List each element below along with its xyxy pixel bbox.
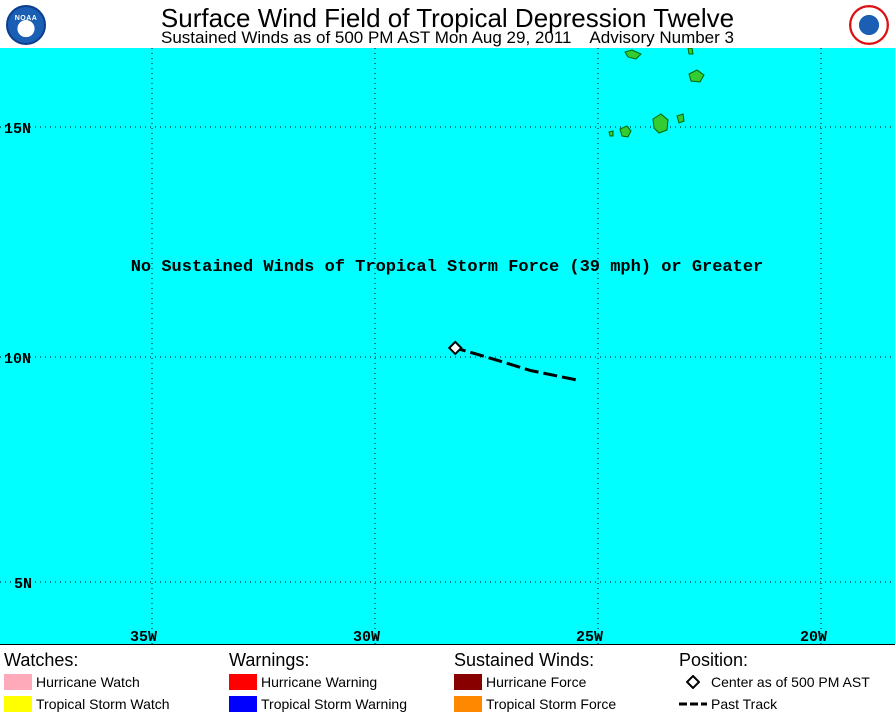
storm-center-marker: [447, 340, 463, 356]
legend-item: Hurricane Force: [454, 671, 616, 693]
tropical-storm-warning-swatch: [229, 696, 257, 712]
noaa-logo: NOAA: [6, 5, 46, 45]
legend-item: Tropical Storm Warning: [229, 693, 407, 715]
legend-item: Past Track: [679, 693, 870, 715]
lat-label: 15N: [4, 121, 31, 138]
legend-item: Tropical Storm Force: [454, 693, 616, 715]
legend-position: Position: Center as of 500 PM AST Past T…: [679, 649, 870, 715]
nws-logo: [849, 5, 889, 45]
legend-sustained-winds: Sustained Winds: Hurricane Force Tropica…: [454, 649, 616, 715]
dashed-line-icon: [679, 696, 707, 712]
legend-item-label: Hurricane Warning: [261, 674, 378, 690]
hurricane-watch-swatch: [4, 674, 32, 690]
map-area: 15N 10N 5N 35W 30W 25W 20W No Sustained …: [0, 48, 895, 644]
legend-item: Center as of 500 PM AST: [679, 671, 870, 693]
no-tropical-storm-winds-notice: No Sustained Winds of Tropical Storm For…: [131, 258, 764, 277]
past-track-line: [454, 346, 576, 382]
legend-warnings: Warnings: Hurricane Warning Tropical Sto…: [229, 649, 407, 715]
legend-item-label: Hurricane Watch: [36, 674, 140, 690]
lat-label: 10N: [4, 351, 31, 368]
diamond-icon: [679, 674, 707, 690]
legend-item-label: Tropical Storm Warning: [261, 696, 408, 712]
map-canvas: 15N 10N 5N 35W 30W 25W 20W No Sustained …: [0, 48, 895, 644]
legend-item-label: Past Track: [711, 696, 778, 712]
legend: Watches: Hurricane Watch Tropical Storm …: [0, 644, 895, 717]
legend-warnings-title: Warnings:: [229, 650, 310, 670]
island-santiago: [652, 113, 669, 134]
tropical-storm-watch-swatch: [4, 696, 32, 712]
island-boa-vista: [688, 69, 705, 83]
legend-item-label: Hurricane Force: [486, 674, 587, 690]
lat-label: 5N: [14, 576, 32, 593]
legend-winds-title: Sustained Winds:: [454, 650, 595, 670]
legend-item: Hurricane Watch: [4, 671, 170, 693]
noaa-logo-text: NOAA: [14, 15, 38, 22]
island-maio: [676, 113, 685, 124]
lon-label: 20W: [800, 629, 827, 644]
legend-item: Tropical Storm Watch: [4, 693, 170, 715]
header: NOAA Surface Wind Field of Tropical Depr…: [0, 0, 895, 48]
tropical-storm-force-swatch: [454, 696, 482, 712]
island-sao-nicolau: [687, 48, 694, 55]
legend-watches-title: Watches:: [4, 650, 79, 670]
hurricane-warning-swatch: [229, 674, 257, 690]
lon-label: 25W: [576, 629, 603, 644]
legend-item-label: Tropical Storm Force: [486, 696, 617, 712]
island-fogo: [619, 125, 632, 138]
legend-position-title: Position:: [679, 650, 749, 670]
legend-item: Hurricane Warning: [229, 671, 407, 693]
legend-watches: Watches: Hurricane Watch Tropical Storm …: [4, 649, 170, 715]
legend-item-label: Center as of 500 PM AST: [711, 674, 870, 690]
map-subtitle: Sustained Winds as of 500 PM AST Mon Aug…: [161, 28, 734, 47]
legend-item-label: Tropical Storm Watch: [36, 696, 170, 712]
cape-verde-islands: [608, 48, 705, 138]
hurricane-force-swatch: [454, 674, 482, 690]
map-title: Surface Wind Field of Tropical Depressio…: [160, 3, 735, 33]
island-santo-antao: [624, 49, 642, 60]
grid: [0, 48, 895, 644]
island-brava: [608, 130, 614, 137]
lon-label: 35W: [130, 629, 157, 644]
track-layer: [447, 340, 576, 382]
lon-label: 30W: [353, 629, 380, 644]
